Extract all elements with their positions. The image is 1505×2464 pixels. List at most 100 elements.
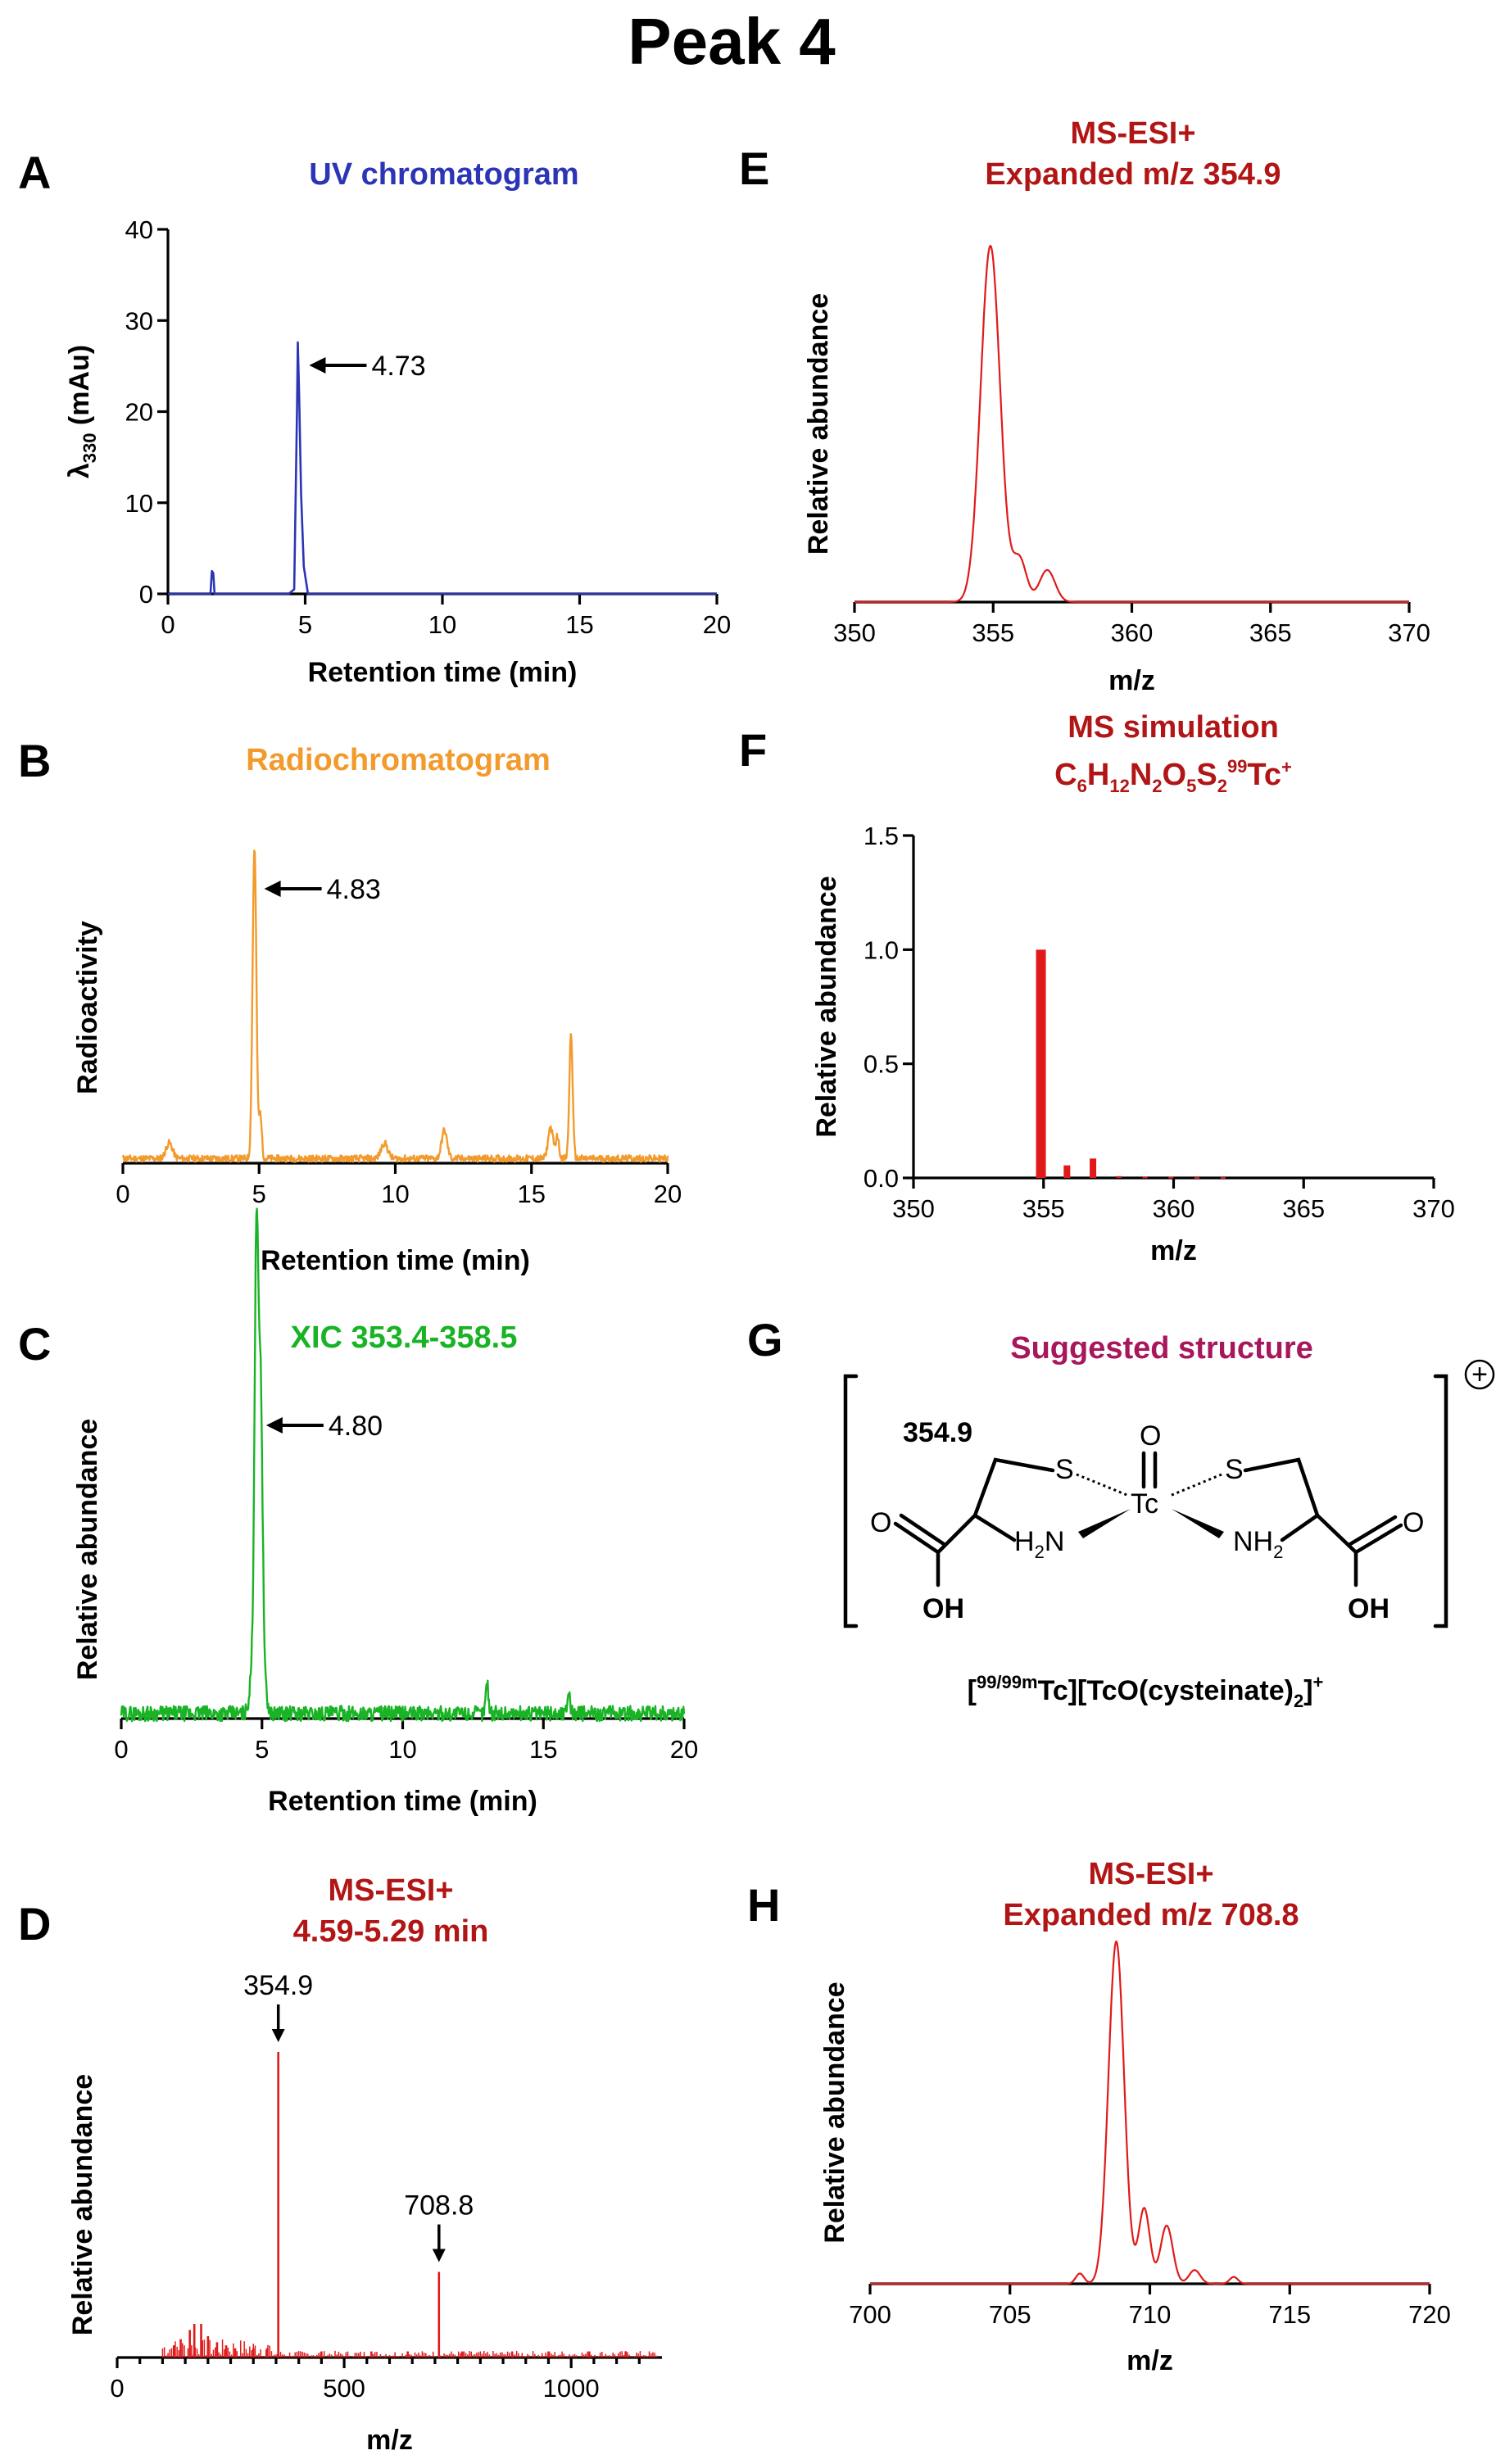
panel-b-title: Radiochromatogram bbox=[246, 743, 551, 777]
x-tick-label-c: 5 bbox=[255, 1735, 269, 1764]
x-tick-label-b: 20 bbox=[654, 1180, 682, 1208]
x-tick-label-b: 5 bbox=[252, 1180, 266, 1208]
x-tick-label-c: 10 bbox=[388, 1735, 416, 1764]
panel-f-formula: C6H12N2O5S299Tc+ bbox=[1054, 756, 1292, 796]
x-axis-label-c: Retention time (min) bbox=[268, 1786, 537, 1817]
annotation-arrowhead-d-1 bbox=[432, 2249, 446, 2262]
x-tick-label-a: 20 bbox=[703, 610, 731, 639]
y-tick-label-f: 0.0 bbox=[864, 1164, 899, 1193]
x-tick-label-e: 370 bbox=[1388, 618, 1430, 647]
panel-g-title: Suggested structure bbox=[1010, 1331, 1313, 1366]
x-tick-label-b: 15 bbox=[518, 1180, 546, 1208]
y-axis-label-f: Relative abundance bbox=[811, 876, 842, 1137]
annotation-arrowhead-d-0 bbox=[271, 2029, 285, 2042]
x-tick-label-f: 355 bbox=[1022, 1194, 1065, 1223]
atom-o-top: O bbox=[1140, 1420, 1161, 1452]
y-tick-label-a: 20 bbox=[125, 398, 153, 427]
structure-diagram: + 354.9 Tc O S S H2N NH2 O OH O OH [99/9… bbox=[843, 1359, 1495, 1711]
chart-b-radiochromatogram: 0 5 10 15 20 Retention time (min) Radioactivit… bbox=[72, 849, 682, 1276]
x-tick-label-h: 705 bbox=[989, 2300, 1031, 2329]
x-tick-label-b: 0 bbox=[116, 1180, 129, 1208]
x-axis-label-e: m/z bbox=[1108, 665, 1155, 696]
sim-bar bbox=[1036, 949, 1046, 1178]
chart-c-xic: 0 5 10 15 20 Retention time (min) Relative abu… bbox=[72, 1207, 698, 1817]
x-tick-label-e: 365 bbox=[1249, 618, 1292, 647]
atom-oh-left: OH bbox=[922, 1593, 964, 1624]
atom-o-left: O bbox=[870, 1507, 891, 1538]
atom-s-left: S bbox=[1055, 1454, 1074, 1485]
chart-f-ms-simulation: 350 355 360 365 370 0.0 0.5 1.0 1.5 m/z Relative a… bbox=[811, 822, 1455, 1266]
atom-s-right: S bbox=[1225, 1454, 1244, 1485]
panel-letter-c: C bbox=[18, 1318, 51, 1370]
sim-bar bbox=[1063, 1165, 1071, 1178]
series-line-a bbox=[168, 341, 717, 596]
series-line-h bbox=[869, 1940, 1430, 2285]
atom-oh-right: OH bbox=[1348, 1593, 1389, 1624]
x-tick-label-f: 370 bbox=[1412, 1194, 1455, 1223]
structure-caption: [99/99mTc][TcO(cysteinate)2]+ bbox=[968, 1672, 1324, 1711]
x-tick-label-b: 10 bbox=[381, 1180, 409, 1208]
x-tick-label-a: 10 bbox=[428, 610, 456, 639]
x-tick-label-h: 715 bbox=[1268, 2300, 1311, 2329]
panel-f-title-line1: MS simulation bbox=[1068, 710, 1279, 745]
chart-h-expanded-708: 700 705 710 715 720 m/z Relative abundance bbox=[819, 1940, 1451, 2376]
annotation-arrowhead-a bbox=[309, 356, 326, 374]
panel-letter-b: B bbox=[18, 735, 51, 786]
annotation-arrowhead-b bbox=[264, 881, 281, 897]
panel-letter-h: H bbox=[747, 1879, 780, 1931]
figure-title: Peak 4 bbox=[628, 5, 836, 78]
x-tick-label-d: 1000 bbox=[543, 2374, 600, 2403]
y-axis-label-b: Radioactivity bbox=[72, 921, 103, 1094]
x-tick-label-f: 350 bbox=[892, 1194, 935, 1223]
x-tick-label-f: 360 bbox=[1153, 1194, 1195, 1223]
x-tick-label-c: 0 bbox=[114, 1735, 128, 1764]
series-line-e bbox=[854, 244, 1410, 604]
panel-a-title: UV chromatogram bbox=[309, 157, 578, 192]
annotation-label-d-1: 708.8 bbox=[404, 2190, 474, 2222]
right-bracket bbox=[1433, 1374, 1448, 1628]
sim-bar bbox=[1142, 1176, 1148, 1179]
panel-d-title-line1: MS-ESI+ bbox=[328, 1873, 453, 1908]
annotation-label-d-0: 354.9 bbox=[243, 1970, 313, 2001]
panel-c-title: XIC 353.4-358.5 bbox=[291, 1320, 518, 1355]
charge-plus: + bbox=[1471, 1359, 1488, 1390]
x-tick-label-e: 360 bbox=[1111, 618, 1154, 647]
sim-bar bbox=[1116, 1175, 1122, 1178]
y-axis-label-e: Relative abundance bbox=[803, 293, 834, 555]
atom-o-right: O bbox=[1403, 1507, 1424, 1538]
y-axis-label-d: Relative abundance bbox=[67, 2074, 98, 2335]
x-tick-label-c: 20 bbox=[670, 1735, 698, 1764]
panel-letter-a: A bbox=[18, 147, 51, 198]
panel-letter-f: F bbox=[739, 724, 767, 776]
annotation-arrowhead-c bbox=[265, 1417, 283, 1434]
series-line-b bbox=[121, 849, 669, 1163]
panel-h-title-line2: Expanded m/z 708.8 bbox=[1003, 1898, 1299, 1932]
sim-bar bbox=[1220, 1176, 1226, 1179]
annotation-label-c: 4.80 bbox=[329, 1411, 383, 1442]
y-tick-label-a: 40 bbox=[125, 215, 153, 244]
panel-letter-d: D bbox=[18, 1898, 51, 1950]
y-tick-label-a: 0 bbox=[139, 580, 153, 609]
x-tick-label-d: 500 bbox=[323, 2374, 365, 2403]
y-tick-label-f: 1.0 bbox=[864, 935, 899, 964]
x-tick-label-d: 0 bbox=[110, 2374, 124, 2403]
structure-mass: 354.9 bbox=[903, 1417, 972, 1448]
x-tick-label-e: 355 bbox=[972, 618, 1014, 647]
atom-nh2: NH2 bbox=[1233, 1526, 1283, 1562]
series-line-c bbox=[120, 1207, 686, 1723]
y-tick-label-a: 10 bbox=[125, 489, 153, 518]
y-axis-label-h: Relative abundance bbox=[819, 1982, 850, 2243]
y-axis-label-a: λ330 (mAu) bbox=[64, 345, 100, 478]
annotation-label-a: 4.73 bbox=[371, 351, 425, 382]
x-tick-label-h: 700 bbox=[849, 2300, 891, 2329]
x-tick-label-a: 15 bbox=[565, 610, 593, 639]
x-axis-label-h: m/z bbox=[1126, 2345, 1173, 2376]
charge-circle bbox=[1464, 1359, 1495, 1390]
x-axis-label-b: Retention time (min) bbox=[261, 1245, 530, 1276]
x-axis-label-f: m/z bbox=[1150, 1235, 1197, 1266]
chart-d-ms-spectrum: 0 500 1000 m/z Relative abundance 354.9 708.8 bbox=[67, 1970, 662, 2456]
x-axis-label-d: m/z bbox=[366, 2425, 413, 2456]
annotation-label-b: 4.83 bbox=[327, 874, 381, 905]
x-tick-label-c: 15 bbox=[529, 1735, 557, 1764]
